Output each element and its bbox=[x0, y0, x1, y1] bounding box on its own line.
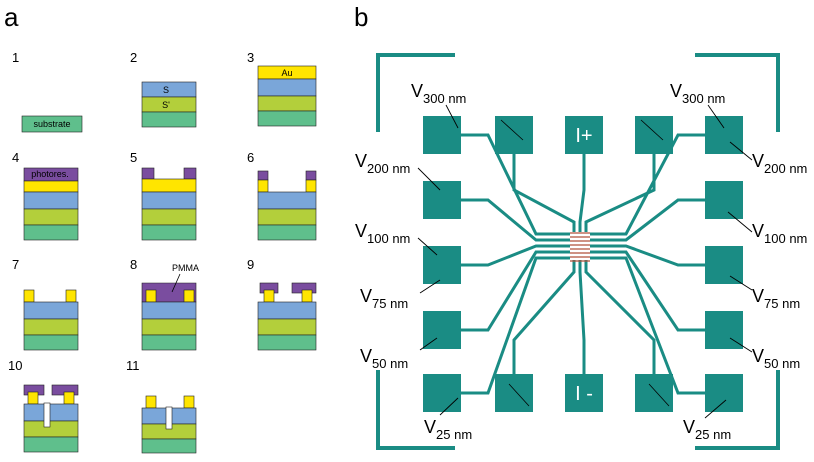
pad bbox=[423, 374, 461, 412]
pad bbox=[705, 311, 743, 349]
probe-symbol: V bbox=[360, 286, 372, 306]
probe-label: V100 nm bbox=[752, 221, 807, 246]
probe-label: V100 nm bbox=[355, 221, 410, 246]
probe-subscript: 25 nm bbox=[436, 427, 472, 442]
wire bbox=[590, 246, 705, 265]
probe-label: V200 nm bbox=[752, 151, 807, 176]
probe-symbol: V bbox=[670, 81, 682, 101]
probe-label: V300 nm bbox=[411, 81, 466, 106]
probe-symbol: V bbox=[752, 221, 764, 241]
figure: a b 1 2 3 4 5 6 7 8 9 10 11 substrate S … bbox=[0, 0, 814, 457]
probe-subscript: 75 nm bbox=[372, 296, 408, 311]
pad-label: I - bbox=[575, 383, 593, 405]
wires bbox=[461, 135, 705, 393]
step-number: 5 bbox=[130, 150, 137, 165]
step-number: 9 bbox=[247, 257, 254, 272]
probe-label: V50 nm bbox=[360, 346, 408, 371]
wire bbox=[580, 260, 584, 374]
probe-symbol: V bbox=[752, 151, 764, 171]
step-number: 4 bbox=[12, 150, 19, 165]
probe-label: V50 nm bbox=[752, 346, 800, 371]
probe-symbol: V bbox=[752, 346, 764, 366]
wire bbox=[586, 154, 654, 232]
pad bbox=[423, 181, 461, 219]
pad bbox=[705, 374, 743, 412]
wire bbox=[590, 258, 705, 393]
layer-label: Au bbox=[281, 68, 292, 78]
layer-label: photores. bbox=[31, 169, 69, 179]
pad bbox=[635, 116, 673, 154]
probe-symbol: V bbox=[752, 286, 764, 306]
wire bbox=[580, 154, 584, 232]
step-number: 7 bbox=[12, 257, 19, 272]
pad bbox=[423, 116, 461, 154]
probe-subscript: 100 nm bbox=[367, 231, 410, 246]
probe-subscript: 100 nm bbox=[764, 231, 807, 246]
probe-symbol: V bbox=[424, 417, 436, 437]
pad bbox=[495, 116, 533, 154]
probe-subscript: 300 nm bbox=[423, 91, 466, 106]
pad bbox=[705, 181, 743, 219]
step-number: 2 bbox=[130, 50, 137, 65]
wire bbox=[514, 154, 574, 232]
step-number: 3 bbox=[247, 50, 254, 65]
probe-label: V300 nm bbox=[670, 81, 725, 106]
probe-subscript: 200 nm bbox=[764, 161, 807, 176]
pad bbox=[495, 374, 533, 412]
probe-symbol: V bbox=[683, 417, 695, 437]
probe-subscript: 50 nm bbox=[764, 356, 800, 371]
layer-label: PMMA bbox=[172, 263, 199, 273]
wire bbox=[461, 246, 570, 265]
probe-subscript: 75 nm bbox=[764, 296, 800, 311]
probe-label: V75 nm bbox=[752, 286, 800, 311]
step-number: 6 bbox=[247, 150, 254, 165]
panel-label: b bbox=[354, 2, 368, 32]
pad bbox=[423, 246, 461, 284]
probe-subscript: 50 nm bbox=[372, 356, 408, 371]
probe-label: V25 nm bbox=[683, 417, 731, 442]
pad-label: I+ bbox=[575, 125, 592, 147]
probe-symbol: V bbox=[411, 81, 423, 101]
wire bbox=[514, 260, 574, 374]
pad bbox=[423, 311, 461, 349]
step-number: 11 bbox=[126, 358, 140, 373]
layer-label: substrate bbox=[33, 119, 70, 129]
probe-symbol: V bbox=[355, 221, 367, 241]
probe-subscript: 200 nm bbox=[367, 161, 410, 176]
step-number: 8 bbox=[130, 257, 137, 272]
step-number: 1 bbox=[12, 50, 19, 65]
probe-symbol: V bbox=[355, 151, 367, 171]
layer-label: S bbox=[163, 85, 169, 95]
probe-subscript: 25 nm bbox=[695, 427, 731, 442]
probe-symbol: V bbox=[360, 346, 372, 366]
probe-label: V200 nm bbox=[355, 151, 410, 176]
probe-label: V25 nm bbox=[424, 417, 472, 442]
probe-subscript: 300 nm bbox=[682, 91, 725, 106]
pad bbox=[705, 246, 743, 284]
layer-label: S' bbox=[162, 100, 170, 110]
step-number: 10 bbox=[8, 358, 22, 373]
panel-label: a bbox=[4, 2, 19, 32]
probe-label: V75 nm bbox=[360, 286, 408, 311]
pad bbox=[635, 374, 673, 412]
